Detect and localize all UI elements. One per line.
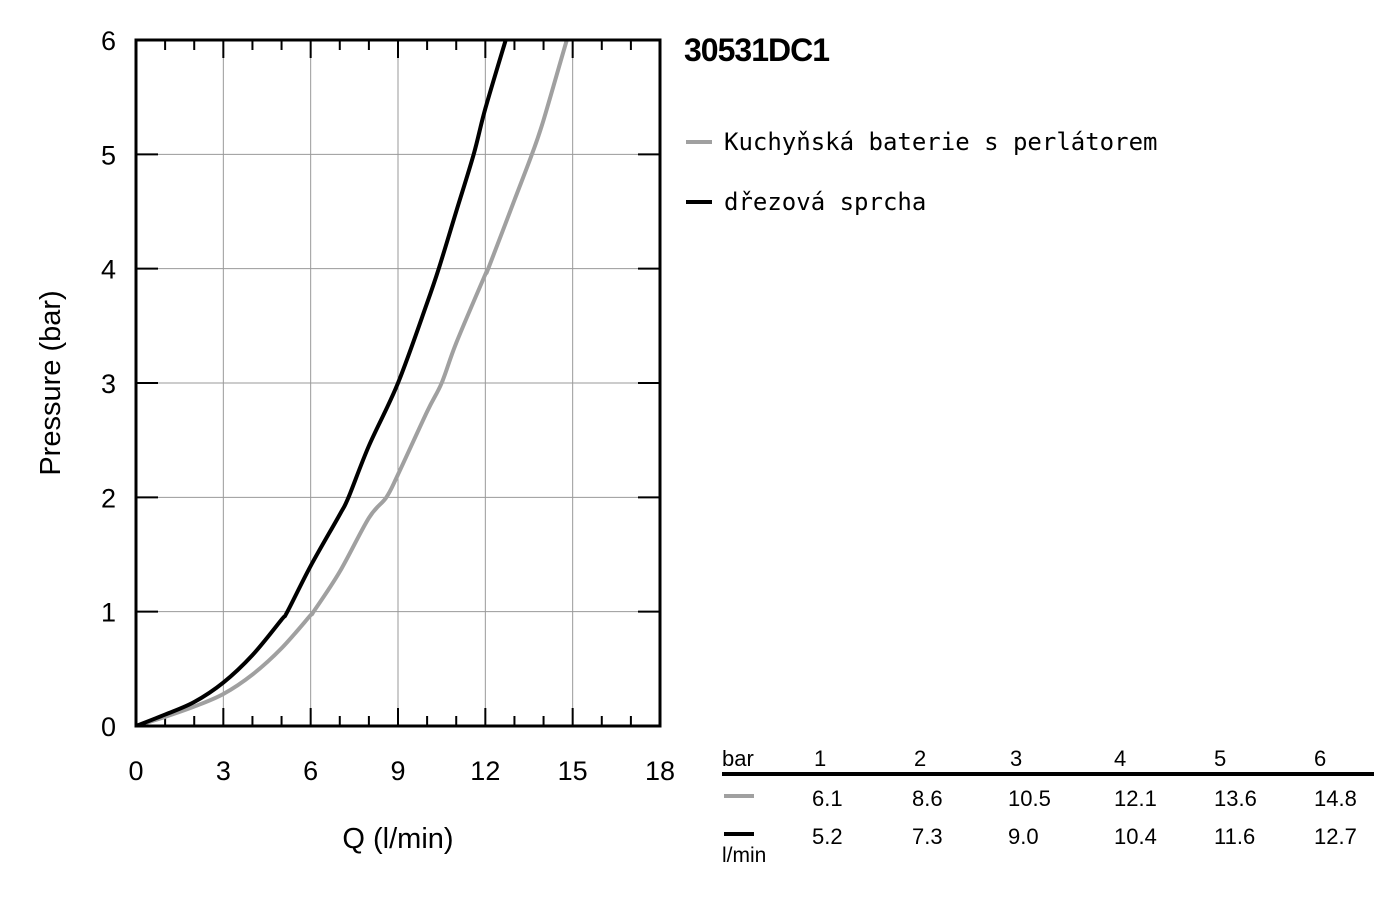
x-tick-label: 15 [558, 756, 588, 786]
table-cell: 10.5 [1008, 786, 1051, 811]
table-cell: 13.6 [1214, 786, 1257, 811]
table-cell: 5.2 [812, 824, 843, 849]
header-col-1: 1 [814, 746, 827, 771]
y-tick-label: 6 [101, 26, 116, 56]
header-col-6: 6 [1314, 746, 1327, 771]
series-line-1 [136, 40, 508, 726]
table-cell: 12.7 [1314, 824, 1357, 849]
table-row-shower: 5.2 7.3 9.0 10.4 11.6 12.7 [722, 814, 1374, 852]
header-col-4: 4 [1114, 746, 1127, 771]
series-lines [136, 40, 569, 726]
y-tick-label: 5 [101, 140, 116, 170]
grid [136, 40, 660, 726]
y-tick-label: 4 [101, 255, 116, 285]
row-swatch-gray [724, 794, 754, 798]
x-tick-label: 9 [390, 756, 405, 786]
y-axis-title: Pressure (bar) [35, 290, 67, 475]
flow-table-header: bar 1 2 3 4 5 6 [722, 742, 1374, 776]
legend-label-shower: dřezová sprcha [724, 188, 927, 216]
legend-label-faucet: Kuchyňská baterie s perlátorem [724, 128, 1158, 156]
x-tick-label: 6 [303, 756, 318, 786]
header-col-2: 2 [914, 746, 927, 771]
y-tick-label: 1 [101, 598, 116, 628]
x-tick-label: 18 [645, 756, 675, 786]
table-cell: 9.0 [1008, 824, 1039, 849]
y-tick-label: 2 [101, 483, 116, 513]
legend: Kuchyňská baterie s perlátorem dřezová s… [686, 112, 1157, 232]
series-line-0 [136, 40, 569, 726]
legend-item-shower: dřezová sprcha [686, 172, 1157, 232]
legend-swatch-black [686, 200, 712, 204]
plot-frame [134, 38, 662, 728]
product-title: 30531DC1 [684, 32, 830, 68]
table-row-faucet: 6.1 8.6 10.5 12.1 13.6 14.8 [722, 776, 1374, 814]
table-cell: 14.8 [1314, 786, 1357, 811]
header-col-3: 3 [1010, 746, 1023, 771]
legend-item-faucet: Kuchyňská baterie s perlátorem [686, 112, 1157, 172]
header-col-5: 5 [1214, 746, 1227, 771]
x-axis-title: Q (l/min) [342, 823, 453, 855]
x-tick-label: 3 [216, 756, 231, 786]
table-cell: 10.4 [1114, 824, 1157, 849]
flow-unit-label: l/min [722, 844, 767, 867]
row-swatch-black [724, 832, 754, 836]
header-unit-bar: bar [722, 746, 754, 771]
table-cell: 12.1 [1114, 786, 1157, 811]
table-cell: 6.1 [812, 786, 843, 811]
x-tick-label: 0 [128, 756, 143, 786]
legend-swatch-gray [686, 140, 712, 144]
y-tick-label: 0 [101, 712, 116, 742]
table-cell: 8.6 [912, 786, 943, 811]
y-tick-label: 3 [101, 369, 116, 399]
table-cell: 7.3 [912, 824, 943, 849]
table-cell: 11.6 [1214, 824, 1256, 849]
x-tick-label: 12 [470, 756, 500, 786]
flow-table: bar 1 2 3 4 5 6 6.1 8.6 10.5 12.1 13.6 1… [722, 742, 1374, 852]
